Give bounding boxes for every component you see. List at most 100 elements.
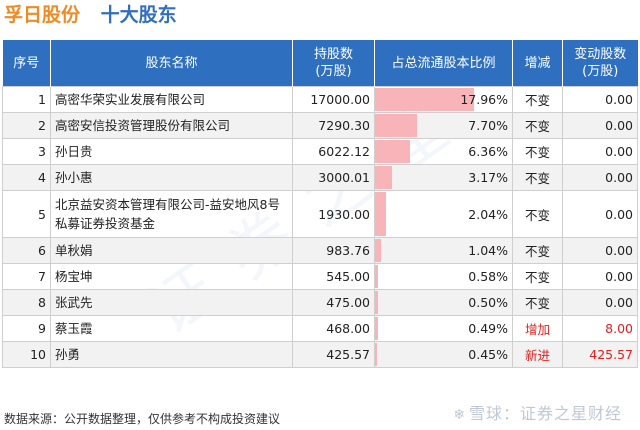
table-row: 6 单秋娟 983.76 1.04% 不变 0.00 [2,237,638,264]
changed-shares: 0.00 [562,164,638,191]
change-status: 不变 [512,289,563,316]
float-ratio: 3.17% [374,164,513,191]
shares-held: 1930.00 [292,190,375,238]
table-row: 4 孙小惠 3000.01 3.17% 不变 0.00 [2,164,638,191]
column-header-label: 占总流通股本比例 [391,55,496,71]
row-number: 7 [2,263,51,290]
shareholder-name: 高密华荣实业发展有限公司 [50,86,293,113]
ratio-text: 1.04% [468,243,508,258]
float-ratio: 6.36% [374,138,513,165]
change-status: 不变 [512,237,563,264]
change-status: 不变 [512,138,563,165]
float-ratio: 17.96% [374,86,513,113]
row-number: 4 [2,164,51,191]
float-ratio: 1.04% [374,237,513,264]
column-header-change: 增减 [512,40,563,87]
ratio-text: 6.36% [468,144,508,159]
table-row: 5 北京益安资本管理有限公司-益安地风8号私募证券投资基金 1930.00 2.04%… [2,190,638,238]
change-status: 不变 [512,263,563,290]
change-status: 增加 [512,315,563,342]
column-header-shares: 持股数 (万股) [292,40,375,87]
ratio-bar [375,317,378,340]
shareholder-name: 孙小惠 [50,164,293,191]
changed-shares: 0.00 [562,289,638,316]
shareholder-name: 孙勇 [50,341,293,368]
changed-shares: 0.00 [562,86,638,113]
change-status: 不变 [512,86,563,113]
ratio-text: 0.58% [468,269,508,284]
shareholder-name: 张武先 [50,289,293,316]
shares-held: 983.76 [292,237,375,264]
float-ratio: 7.70% [374,112,513,139]
column-header-label: 增减 [524,55,551,71]
ratio-text: 3.17% [468,170,508,185]
row-number: 8 [2,289,51,316]
row-number: 2 [2,112,51,139]
float-ratio: 0.49% [374,315,513,342]
changed-shares: 0.00 [562,138,638,165]
shareholder-name: 杨宝坤 [50,263,293,290]
top-shareholders-table: 序号 股东名称 持股数 (万股) 占总流通股本比例 增减 变动股数 (万股) 1 高密… [2,40,638,368]
column-header-name: 股东名称 [50,40,293,87]
float-ratio: 0.45% [374,341,513,368]
shares-held: 475.00 [292,289,375,316]
shareholder-name: 孙日贵 [50,138,293,165]
row-number: 3 [2,138,51,165]
changed-shares: 0.00 [562,112,638,139]
column-header-label: 持股数 (万股) [313,47,353,79]
changed-shares: 0.00 [562,237,638,264]
ratio-text: 7.70% [468,118,508,133]
ratio-text: 0.45% [468,347,508,362]
ratio-bar [375,114,418,137]
ratio-bar [375,239,381,262]
row-number: 1 [2,86,51,113]
shareholder-name: 蔡玉霞 [50,315,293,342]
change-status: 不变 [512,164,563,191]
ratio-text: 0.49% [468,321,508,336]
changed-shares: 0.00 [562,190,638,238]
float-ratio: 0.58% [374,263,513,290]
column-header-label: 序号 [13,55,40,71]
ratio-bar [375,166,393,189]
row-number: 10 [2,341,51,368]
row-number: 6 [2,237,51,264]
shares-held: 3000.01 [292,164,375,191]
shares-held: 425.57 [292,341,375,368]
column-header-ratio: 占总流通股本比例 [374,40,513,87]
ratio-bar [375,291,378,314]
shares-held: 468.00 [292,315,375,342]
column-header-no: 序号 [2,40,51,87]
column-header-changed-shares: 变动股数 (万股) [562,40,638,87]
shareholder-name: 高密安信投资管理股份有限公司 [50,112,293,139]
shares-held: 17000.00 [292,86,375,113]
column-header-label: 变动股数 (万股) [574,47,627,79]
table-header-row: 序号 股东名称 持股数 (万股) 占总流通股本比例 增减 变动股数 (万股) [2,40,638,87]
page-title: 孚日股份 十大股东 [4,1,177,29]
ratio-bar [375,265,379,288]
table-row: 9 蔡玉霞 468.00 0.49% 增加 8.00 [2,315,638,342]
shareholder-name: 单秋娟 [50,237,293,264]
table-row: 1 高密华荣实业发展有限公司 17000.00 17.96% 不变 0.00 [2,86,638,113]
shares-held: 545.00 [292,263,375,290]
change-status: 不变 [512,112,563,139]
column-header-label: 股东名称 [145,55,198,71]
brand-logo: ❄ 雪球：证券之星财经 [453,400,622,424]
table-row: 3 孙日贵 6022.12 6.36% 不变 0.00 [2,138,638,165]
float-ratio: 0.50% [374,289,513,316]
change-status: 新进 [512,341,563,368]
company-name: 孚日股份 [4,4,81,26]
ratio-bar [375,140,410,163]
shares-held: 7290.30 [292,112,375,139]
data-source-note: 数据来源：公开数据整理，仅供参考不构成投资建议 [4,412,281,426]
table-row: 8 张武先 475.00 0.50% 不变 0.00 [2,289,638,316]
row-number: 5 [2,190,51,238]
shareholder-name: 北京益安资本管理有限公司-益安地风8号私募证券投资基金 [50,190,293,238]
ratio-text: 0.50% [468,295,508,310]
changed-shares: 425.57 [562,341,638,368]
float-ratio: 2.04% [374,190,513,238]
ratio-bar [375,343,378,366]
snowball-icon: ❄ [453,407,466,423]
table-row: 7 杨宝坤 545.00 0.58% 不变 0.00 [2,263,638,290]
section-title: 十大股东 [100,4,177,26]
ratio-text: 17.96% [460,92,508,107]
